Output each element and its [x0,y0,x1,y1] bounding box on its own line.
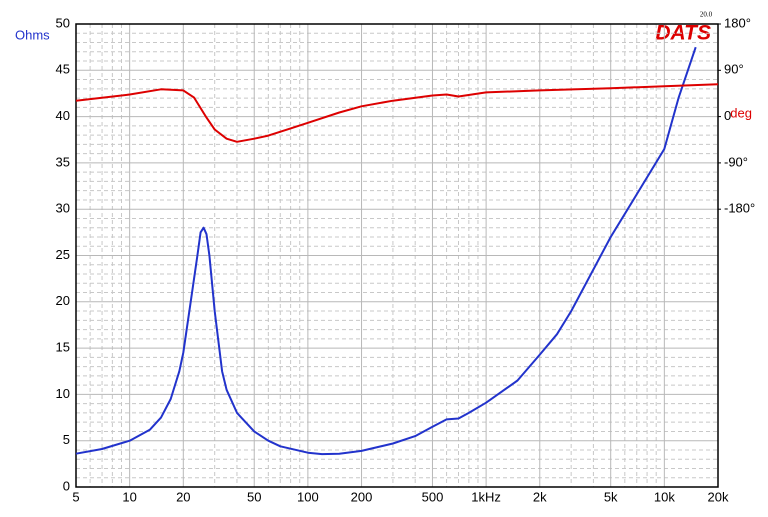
y-tick-label: 0 [63,478,70,493]
x-tick-label: 5 [72,489,79,504]
version: 20.0 [700,11,713,19]
y-tick-label: 30 [56,201,70,216]
y2-tick-label: -180° [724,201,755,216]
y2-axis-label: deg [730,105,752,120]
y-tick-label: 5 [63,432,70,447]
y-axis-label: Ohms [15,27,50,42]
x-tick-label: 500 [422,489,444,504]
y-tick-label: 45 [56,62,70,77]
y2-tick-label: 0 [724,108,731,123]
series-line [75,83,719,143]
x-tick-label: 100 [297,489,319,504]
x-tick-label: 20 [176,489,190,504]
y2-tick-label: -90° [724,154,748,169]
y2-tick-label: 90° [724,62,744,77]
plot-frame [75,23,719,488]
y-tick-label: 35 [56,154,70,169]
x-tick-label: 5k [604,489,618,504]
y-tick-label: 20 [56,293,70,308]
y2-tick-label: 180° [724,15,751,30]
x-tick-label: 50 [247,489,261,504]
y-tick-label: 15 [56,340,70,355]
x-tick-label: 10k [654,489,675,504]
y-tick-label: 50 [56,15,70,30]
series-line [75,46,697,456]
x-tick-label: 200 [351,489,373,504]
x-tick-label: 1kHz [471,489,501,504]
x-tick-label: 2k [533,489,547,504]
y-tick-label: 40 [56,108,70,123]
y-tick-label: 25 [56,247,70,262]
x-tick-label: 20k [708,489,729,504]
x-tick-label: 10 [122,489,136,504]
logo: DATS [655,22,711,45]
y-tick-label: 10 [56,386,70,401]
